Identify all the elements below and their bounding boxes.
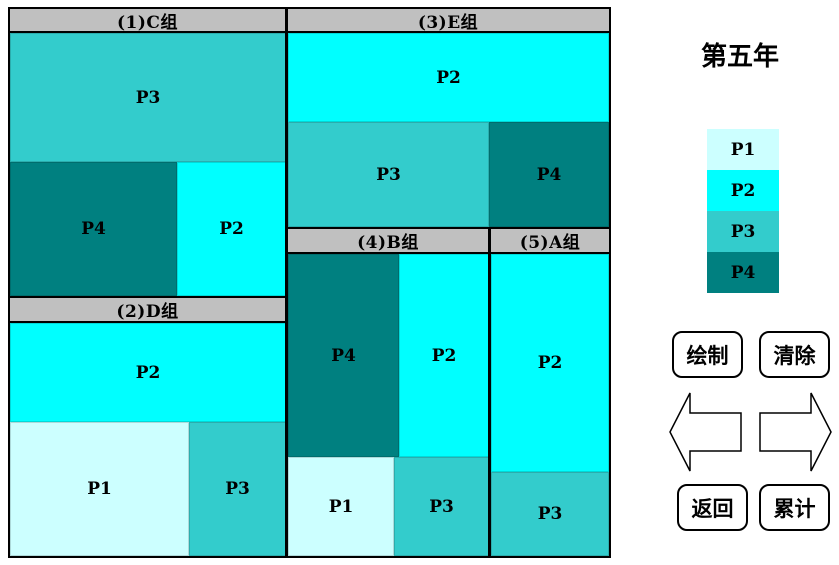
right-arrow-icon[interactable] bbox=[758, 391, 834, 473]
group-a-cell-p3: P3 bbox=[491, 472, 609, 556]
group-c-cell-p4: P4 bbox=[10, 162, 177, 296]
group-b-header: (4)B组 bbox=[285, 227, 491, 254]
group-b-cell-p4: P4 bbox=[288, 254, 399, 457]
group-e-cell-p2: P2 bbox=[288, 33, 609, 122]
legend-p2: P2 bbox=[707, 170, 779, 211]
group-d-header: (2)D组 bbox=[8, 296, 287, 323]
group-c-cell-p3: P3 bbox=[10, 33, 286, 162]
group-d-cell-p1: P1 bbox=[10, 422, 189, 556]
group-b-cell-p2: P2 bbox=[399, 254, 489, 457]
divider-vertical-main bbox=[285, 7, 288, 558]
divider-vertical-ba bbox=[488, 227, 491, 558]
group-b-cell-p1: P1 bbox=[288, 457, 394, 556]
draw-button[interactable]: 绘制 bbox=[672, 331, 743, 378]
year-label: 第五年 bbox=[700, 42, 779, 72]
legend-p4: P4 bbox=[707, 252, 779, 293]
back-button[interactable]: 返回 bbox=[677, 484, 748, 531]
group-e-cell-p3: P3 bbox=[288, 122, 489, 227]
left-arrow-icon[interactable] bbox=[668, 391, 744, 473]
legend-p1: P1 bbox=[707, 129, 779, 170]
cumulative-button[interactable]: 累计 bbox=[759, 484, 830, 531]
group-a-cell-p2: P2 bbox=[491, 254, 609, 472]
group-a-header: (5)A组 bbox=[489, 227, 611, 254]
group-d-cell-p3: P3 bbox=[189, 422, 286, 556]
group-e-header: (3)E组 bbox=[285, 7, 611, 33]
group-c-header: (1)C组 bbox=[8, 7, 287, 33]
group-b-cell-p3: P3 bbox=[394, 457, 489, 556]
group-c-cell-p2: P2 bbox=[177, 162, 286, 296]
group-d-cell-p2: P2 bbox=[10, 323, 286, 422]
group-e-cell-p4: P4 bbox=[489, 122, 609, 227]
legend-p3: P3 bbox=[707, 211, 779, 252]
clear-button[interactable]: 清除 bbox=[759, 331, 830, 378]
